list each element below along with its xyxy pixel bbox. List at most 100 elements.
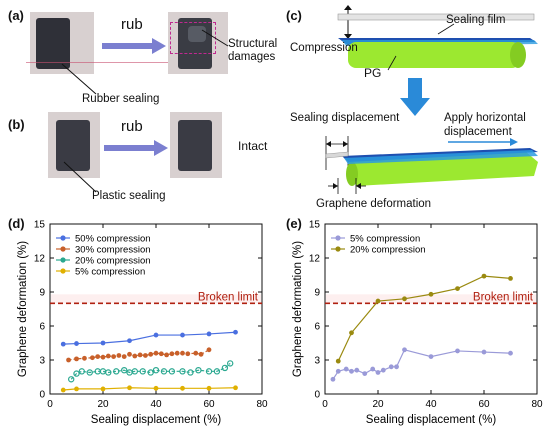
data-point — [206, 385, 212, 391]
broken-limit-band — [326, 294, 536, 304]
data-point — [164, 352, 170, 358]
data-point — [335, 358, 341, 364]
data-point — [428, 291, 434, 297]
data-point — [60, 341, 66, 347]
chart-d: 0 20 40 60 80 0 3 6 9 12 15 Sealing displacement (%… — [17, 220, 268, 427]
data-point — [131, 368, 138, 375]
rubber-sealing-caption: Rubber sealing — [82, 93, 160, 105]
data-point — [481, 349, 487, 355]
data-point — [143, 353, 148, 358]
data-point — [158, 351, 164, 357]
data-point — [105, 353, 111, 359]
data-point — [221, 364, 229, 372]
data-point — [74, 386, 79, 392]
y-tick-label: 3 — [39, 356, 45, 367]
data-point — [153, 385, 159, 391]
data-point — [67, 376, 75, 383]
y-tick-label: 15 — [309, 220, 321, 231]
panel-a-label: (a) — [8, 8, 24, 23]
legend-entry: 5% compression — [75, 267, 145, 278]
data-point — [116, 353, 122, 358]
x-tick-label: 40 — [425, 399, 437, 410]
data-point — [455, 286, 460, 291]
damage-speckle — [188, 26, 206, 42]
data-point — [147, 369, 154, 376]
data-point — [179, 368, 186, 375]
data-point — [174, 350, 180, 356]
data-point — [152, 366, 160, 374]
data-point — [187, 369, 194, 376]
data-point — [105, 369, 112, 376]
legend-entry: 30% compression — [75, 245, 151, 256]
data-point — [206, 347, 212, 353]
data-point — [335, 368, 341, 374]
series-line-4 — [63, 387, 236, 391]
legend-entry: 20% compression — [350, 245, 426, 256]
data-point — [226, 360, 234, 367]
data-point — [74, 356, 79, 362]
data-point — [78, 368, 86, 375]
panel-b-label: (b) — [8, 117, 25, 132]
data-point — [66, 357, 71, 363]
data-point — [153, 350, 159, 356]
data-point — [100, 386, 106, 392]
data-point — [349, 330, 354, 336]
graphene-deformation-label: Graphene deformation — [316, 198, 432, 210]
data-point — [82, 355, 87, 361]
data-point — [137, 352, 143, 358]
schematic-bottom — [325, 136, 538, 194]
x-axis-label: Sealing displacement (%) — [366, 414, 497, 426]
data-point — [362, 371, 368, 376]
data-point — [86, 369, 93, 376]
panel-d-label: (d) — [8, 216, 25, 231]
data-point — [198, 351, 204, 357]
series-line-2 — [337, 275, 511, 362]
data-point — [113, 368, 120, 375]
data-point — [233, 329, 238, 335]
data-point — [139, 368, 146, 375]
data-point — [95, 354, 101, 359]
data-point — [185, 351, 191, 357]
x-tick-label: 20 — [97, 399, 109, 410]
y-tick-label: 3 — [314, 356, 320, 367]
data-point — [343, 366, 349, 372]
data-point — [153, 332, 159, 338]
data-point — [100, 354, 106, 360]
x-tick-label: 60 — [203, 399, 215, 410]
data-point — [180, 350, 185, 356]
intact-caption: Intact — [238, 139, 268, 153]
data-point — [206, 331, 212, 337]
schematic-top — [337, 5, 538, 71]
legend-entry: 5% compression — [350, 234, 420, 245]
y-tick-label: 12 — [34, 254, 46, 265]
data-point — [508, 350, 513, 356]
panel-e-label: (e) — [286, 216, 302, 231]
data-point — [148, 351, 154, 357]
y-axis-label: Graphene deformation (%) — [17, 241, 29, 377]
legend-entry: 50% compression — [75, 234, 151, 245]
data-point — [132, 353, 138, 359]
data-point — [74, 341, 79, 346]
data-point — [127, 351, 132, 357]
data-point — [402, 296, 407, 302]
series-line-1 — [63, 331, 236, 345]
legend-swatch-marker — [60, 246, 66, 252]
data-point — [508, 276, 513, 281]
structural-damage-pointer — [201, 29, 229, 47]
displacement-label: displacement — [444, 126, 512, 138]
data-point — [111, 354, 116, 359]
y-tick-label: 6 — [314, 322, 320, 333]
data-point — [100, 340, 106, 346]
x-tick-label: 40 — [150, 399, 162, 410]
data-point — [375, 298, 381, 304]
sealing-film-label: Sealing film — [446, 14, 506, 26]
panel-c-label: (c) — [286, 8, 302, 23]
apply-horizontal-label: Apply horizontal — [444, 112, 526, 124]
legend-swatch-marker — [335, 235, 341, 241]
data-point — [90, 355, 95, 361]
plastic-sealing-caption: Plastic sealing — [92, 190, 166, 202]
broken-limit-label: Broken limit — [198, 291, 259, 303]
data-point — [388, 364, 394, 370]
data-point — [160, 368, 168, 375]
x-tick-label: 20 — [372, 399, 384, 410]
